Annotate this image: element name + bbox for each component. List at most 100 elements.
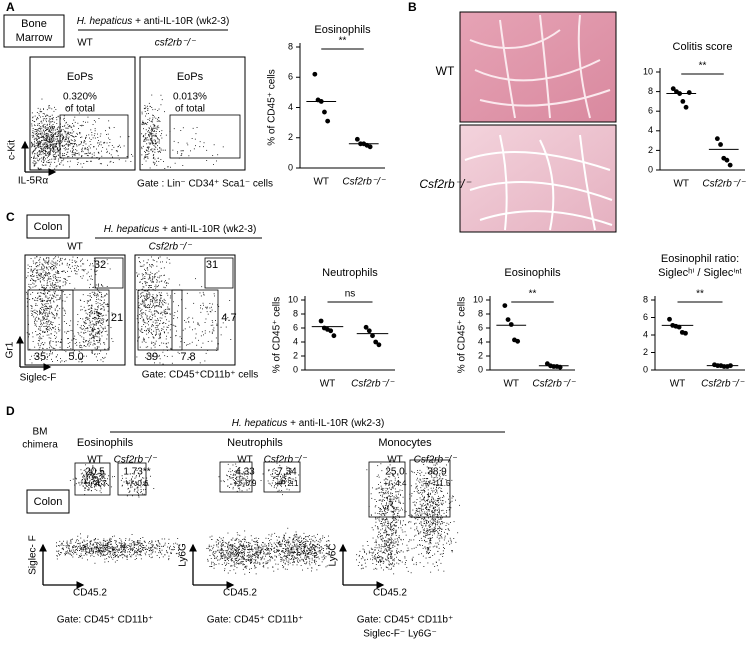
flow-dot: [96, 549, 97, 550]
population: EoPs: [177, 71, 204, 83]
flow-dot: [35, 158, 36, 159]
flow-dot: [102, 336, 103, 337]
flow-dot: [44, 137, 45, 138]
flow-dot: [275, 564, 276, 565]
flow-dot: [62, 300, 63, 301]
flow-dot: [110, 269, 111, 270]
flow-dot: [261, 559, 262, 560]
flow-dot: [81, 336, 82, 337]
flow-dot: [47, 310, 48, 311]
flow-dot: [146, 549, 147, 550]
flow-dot: [116, 555, 117, 556]
flow-dot: [65, 132, 66, 133]
flow-dot: [75, 552, 76, 553]
flow-dot: [155, 149, 156, 150]
flow-dot: [35, 138, 36, 139]
flow-dot: [221, 556, 222, 557]
flow-dot: [148, 134, 149, 135]
flow-dot: [90, 129, 91, 130]
flow-dot: [125, 540, 126, 541]
flow-dot: [161, 292, 162, 293]
flow-dot: [49, 162, 50, 163]
flow-dot: [167, 313, 168, 314]
flow-dot: [34, 300, 35, 301]
flow-dot: [159, 148, 160, 149]
flow-dot: [237, 557, 238, 558]
flow-dot: [54, 168, 55, 169]
flow-dot: [160, 295, 161, 296]
flow-dot: [32, 314, 33, 315]
flow-dot: [55, 272, 56, 273]
flow-dot: [89, 340, 90, 341]
flow-dot: [223, 552, 224, 553]
flow-dot: [289, 546, 290, 547]
flow-dot: [54, 156, 55, 157]
flow-dot: [50, 145, 51, 146]
flow-dot: [38, 138, 39, 139]
flow-dot: [54, 159, 55, 160]
flow-dot: [122, 551, 123, 552]
flow-dot: [142, 273, 143, 274]
flow-dot: [137, 275, 138, 276]
flow-dot: [164, 282, 165, 283]
flow-dot: [147, 157, 148, 158]
flow-dot: [40, 320, 41, 321]
flow-dot: [154, 140, 155, 141]
flow-dot: [284, 553, 285, 554]
quadrant-value: 39: [146, 351, 158, 363]
flow-dot: [94, 313, 95, 314]
flow-dot: [80, 318, 81, 319]
flow-dot: [91, 334, 92, 335]
flow-dot: [88, 341, 89, 342]
flow-dot: [159, 546, 160, 547]
flow-dot: [117, 560, 118, 561]
flow-dot: [269, 534, 270, 535]
flow-dot: [101, 488, 102, 489]
label: Gr1: [5, 341, 16, 358]
flow-dot: [96, 299, 97, 300]
flow-dot: [152, 299, 153, 300]
flow-dot: [254, 553, 255, 554]
flow-dot: [98, 302, 99, 303]
flow-dot: [44, 139, 45, 140]
flow-dot: [115, 547, 116, 548]
flow-dot: [94, 152, 95, 153]
flow-dot: [85, 310, 86, 311]
flow-dot: [192, 138, 193, 139]
flow-dot: [101, 292, 102, 293]
flow-dot: [295, 552, 296, 553]
flow-dot: [45, 153, 46, 154]
flow-dot: [101, 285, 102, 286]
flow-dot: [38, 319, 39, 320]
flow-dot: [154, 162, 155, 163]
flow-dot: [109, 539, 110, 540]
flow-dot: [48, 128, 49, 129]
flow-dot: [44, 260, 45, 261]
flow-dot: [42, 317, 43, 318]
flow-dot: [55, 133, 56, 134]
flow-dot: [159, 292, 160, 293]
flow-dot: [44, 262, 45, 263]
flow-dot: [140, 297, 141, 298]
flow-dot: [142, 301, 143, 302]
flow-dot: [216, 161, 217, 162]
flow-dot: [68, 553, 69, 554]
flow-dot: [54, 143, 55, 144]
flow-dot: [157, 138, 158, 139]
flow-dot: [100, 552, 101, 553]
flow-dot: [165, 309, 166, 310]
flow-dot: [152, 302, 153, 303]
flow-dot: [314, 536, 315, 537]
flow-dot: [56, 546, 57, 547]
flow-dot: [55, 331, 56, 332]
flow-dot: [163, 287, 164, 288]
flow-dot: [113, 162, 114, 163]
flow-dot: [53, 268, 54, 269]
flow-dot: [234, 554, 235, 555]
flow-dot: [76, 342, 77, 343]
flow-dot: [271, 536, 272, 537]
flow-dot: [97, 354, 98, 355]
flow-dot: [98, 549, 99, 550]
flow-dot: [31, 313, 32, 314]
flow-dot: [90, 334, 91, 335]
